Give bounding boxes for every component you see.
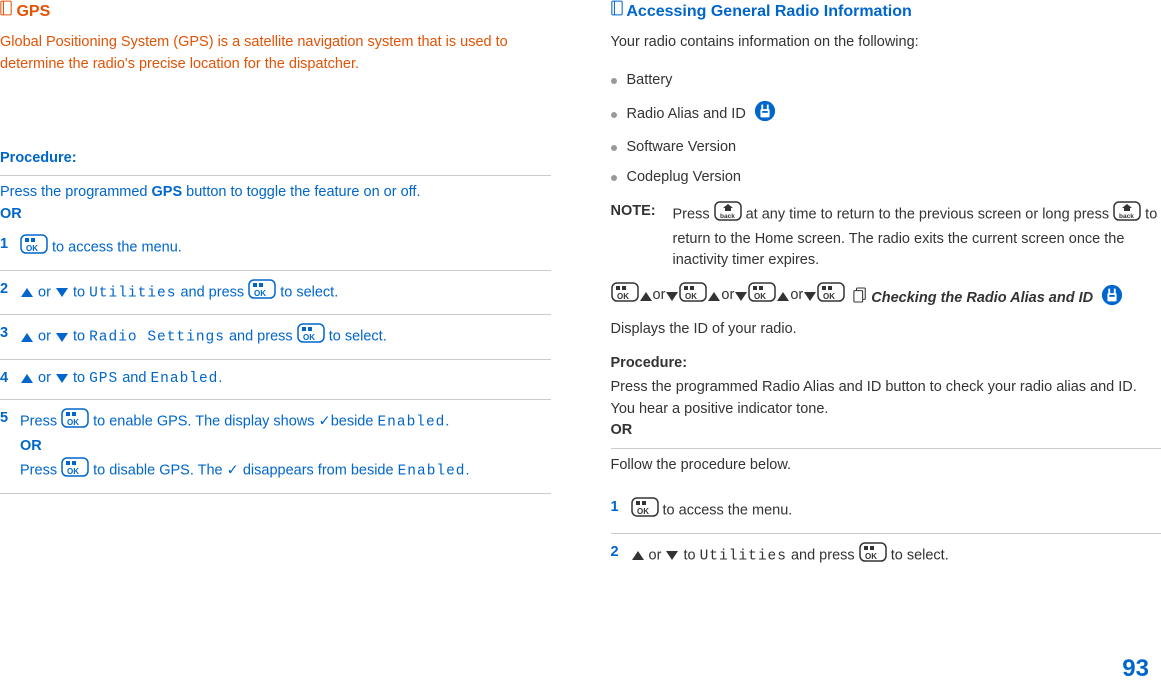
step-row: 2 or to Utilities and press to select. xyxy=(611,534,1161,578)
gps-heading-text: GPS xyxy=(16,3,50,20)
nav-sequence: or or or xyxy=(611,282,846,310)
down-arrow-icon xyxy=(804,292,816,301)
check-icon: ✓ xyxy=(227,463,239,479)
ok-button-icon xyxy=(631,497,659,525)
step-number: 3 xyxy=(0,323,20,345)
gps-heading: GPS xyxy=(0,0,551,24)
rule xyxy=(0,175,551,176)
up-arrow-icon xyxy=(21,288,33,297)
info-heading-text: Accessing General Radio Information xyxy=(626,3,911,20)
back-button-icon xyxy=(1113,201,1141,229)
displays-text: Displays the ID of your radio. xyxy=(611,319,1161,341)
step-row: 1 to access the menu. xyxy=(0,226,551,271)
pages-icon xyxy=(853,287,867,311)
bullet-icon xyxy=(611,145,617,151)
gps-intro: Global Positioning System (GPS) is a sat… xyxy=(0,32,551,76)
step-number: 1 xyxy=(611,497,631,519)
list-item: Radio Alias and ID xyxy=(611,96,1161,134)
step-number: 1 xyxy=(0,234,20,256)
menu-radio-settings: Radio Settings xyxy=(89,330,225,346)
info-heading: Accessing General Radio Information xyxy=(611,0,1161,24)
procedure-intro: Press the programmed GPS button to toggl… xyxy=(0,182,551,204)
proc-line: Press the programmed Radio Alias and ID … xyxy=(611,377,1161,421)
step-row: 3 or to Radio Settings and press to sele… xyxy=(0,315,551,360)
up-arrow-icon xyxy=(640,292,652,301)
ok-button-icon xyxy=(679,282,707,310)
rule xyxy=(611,448,1161,449)
ok-button-icon xyxy=(61,408,89,436)
menu-utilities: Utilities xyxy=(89,285,176,301)
step-number: 2 xyxy=(611,542,631,564)
up-arrow-icon xyxy=(21,374,33,383)
up-arrow-icon xyxy=(632,551,644,560)
step-row: 5 Press to enable GPS. The display shows… xyxy=(0,400,551,494)
info-intro: Your radio contains information on the f… xyxy=(611,32,1161,54)
bullet-icon xyxy=(611,175,617,181)
or-text: OR xyxy=(0,204,551,226)
list-item: Software Version xyxy=(611,133,1161,163)
step-row: 4 or to GPS and Enabled. xyxy=(0,360,551,400)
radio-icon xyxy=(754,100,776,130)
step-row: 2 or to Utilities and press to select. xyxy=(0,271,551,316)
ok-button-icon xyxy=(248,279,276,307)
left-column: GPS Global Positioning System (GPS) is a… xyxy=(0,0,581,693)
step-body: or to GPS and Enabled. xyxy=(20,368,551,391)
list-item: Codeplug Version xyxy=(611,163,1161,193)
up-arrow-icon xyxy=(708,292,720,301)
right-column: Accessing General Radio Information Your… xyxy=(581,0,1161,693)
step-row: 1 to access the menu. xyxy=(611,489,1161,534)
or-text: OR xyxy=(611,420,1161,442)
book-icon xyxy=(611,0,623,24)
down-arrow-icon xyxy=(666,292,678,301)
up-arrow-icon xyxy=(21,333,33,342)
down-arrow-icon xyxy=(735,292,747,301)
note: NOTE: Press at any time to return to the… xyxy=(611,201,1161,272)
info-bullet-list: Battery Radio Alias and ID Software Vers… xyxy=(611,66,1161,193)
ok-button-icon xyxy=(748,282,776,310)
follow-text: Follow the procedure below. xyxy=(611,455,1161,477)
step-body: or to Radio Settings and press to select… xyxy=(20,323,551,351)
menu-utilities: Utilities xyxy=(700,548,787,564)
bullet-icon xyxy=(611,112,617,118)
step-body: to access the menu. xyxy=(20,234,551,262)
or-text: OR xyxy=(20,436,551,458)
menu-enabled: Enabled xyxy=(398,464,466,480)
step-body: or to Utilities and press to select. xyxy=(631,542,1161,570)
subheading-row: or or or Checking the Radio Alias and ID xyxy=(611,282,1161,313)
note-body: Press at any time to return to the previ… xyxy=(673,201,1161,272)
note-label: NOTE: xyxy=(611,201,673,272)
step-number: 5 xyxy=(0,408,20,430)
step-number: 4 xyxy=(0,368,20,390)
ok-button-icon xyxy=(859,542,887,570)
up-arrow-icon xyxy=(777,292,789,301)
ok-button-icon xyxy=(611,282,639,310)
down-arrow-icon xyxy=(56,374,68,383)
subheading-text: Checking the Radio Alias and ID xyxy=(871,290,1093,306)
step-body: or to Utilities and press to select. xyxy=(20,279,551,307)
menu-enabled: Enabled xyxy=(150,371,218,387)
menu-gps: GPS xyxy=(89,371,118,387)
step-number: 2 xyxy=(0,279,20,301)
radio-icon xyxy=(1101,284,1123,314)
list-item: Battery xyxy=(611,66,1161,96)
page: GPS Global Positioning System (GPS) is a… xyxy=(0,0,1161,693)
ok-button-icon xyxy=(297,323,325,351)
ok-button-icon xyxy=(817,282,845,310)
step-body: to access the menu. xyxy=(631,497,1161,525)
procedure-label-right: Procedure: xyxy=(611,353,1161,375)
down-arrow-icon xyxy=(56,288,68,297)
down-arrow-icon xyxy=(666,551,678,560)
menu-enabled: Enabled xyxy=(377,415,445,431)
check-icon: ✓ xyxy=(319,414,331,430)
ok-button-icon xyxy=(61,457,89,485)
procedure-label-left: Procedure: xyxy=(0,148,551,170)
step-body: Press to enable GPS. The display shows ✓… xyxy=(20,408,551,485)
page-number: 93 xyxy=(1122,651,1149,687)
bullet-icon xyxy=(611,78,617,84)
ok-button-icon xyxy=(20,234,48,262)
back-button-icon xyxy=(714,201,742,229)
book-icon xyxy=(0,0,12,24)
down-arrow-icon xyxy=(56,333,68,342)
